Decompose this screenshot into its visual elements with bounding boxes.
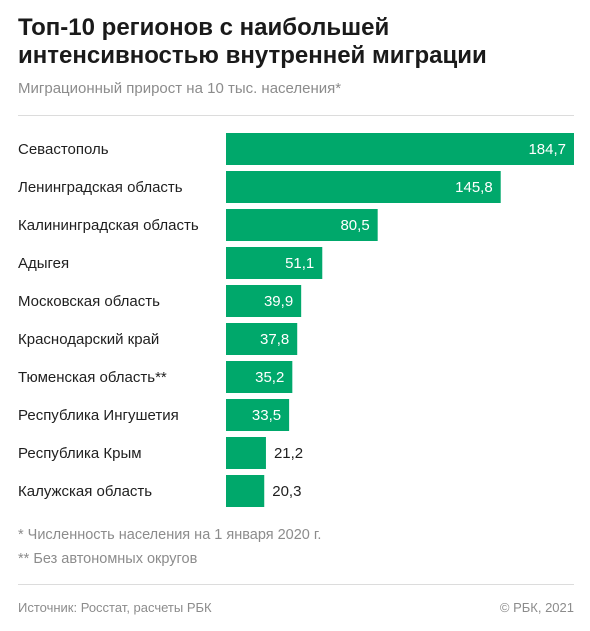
bar [226,323,298,355]
bottom-divider [18,584,574,585]
category-label: Ленинградская область [18,179,183,196]
category-label: Республика Крым [18,445,142,462]
category-label: Краснодарский край [18,331,159,348]
bar [226,361,293,393]
value-label: 145,8 [455,179,493,196]
chart-subtitle: Миграционный прирост на 10 тыс. населени… [18,80,342,97]
value-label: 80,5 [340,217,369,234]
bar [226,285,302,317]
top-divider [18,115,574,116]
footnote-autonomous: ** Без автономных округов [18,551,198,567]
category-label: Тюменская область** [18,369,167,386]
bar [226,399,290,431]
category-label: Республика Ингушетия [18,407,179,424]
value-label: 21,2 [274,445,303,462]
category-label: Калужская область [18,483,152,500]
chart-title: Топ-10 регионов с наибольшей интенсивнос… [18,14,487,69]
value-label: 184,7 [528,141,566,158]
bar-chart: Севастополь 184,7 Ленинградская область 145… [18,133,574,507]
bar [226,171,501,203]
value-label: 20,3 [272,483,301,500]
source-note: Источник: Росстат, расчеты РБК [18,600,212,615]
value-label: 37,8 [260,331,289,348]
category-label: Севастополь [18,141,109,158]
value-label: 39,9 [264,293,293,310]
bar [226,475,265,507]
value-label: 51,1 [285,255,314,272]
footnote-population: * Численность населения на 1 января 2020… [18,527,322,543]
bar [226,437,266,469]
bar [226,133,574,165]
bar [226,247,323,279]
category-label: Московская область [18,293,160,310]
category-label: Калининградская область [18,217,199,234]
value-label: 35,2 [255,369,284,386]
copyright: © РБК, 2021 [499,600,574,615]
category-label: Адыгея [18,255,69,272]
bar [226,209,378,241]
value-label: 33,5 [252,407,281,424]
